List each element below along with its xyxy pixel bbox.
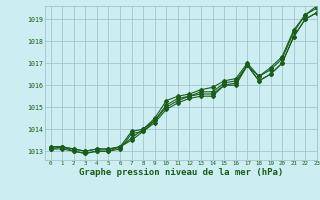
X-axis label: Graphe pression niveau de la mer (hPa): Graphe pression niveau de la mer (hPa) (79, 168, 283, 177)
